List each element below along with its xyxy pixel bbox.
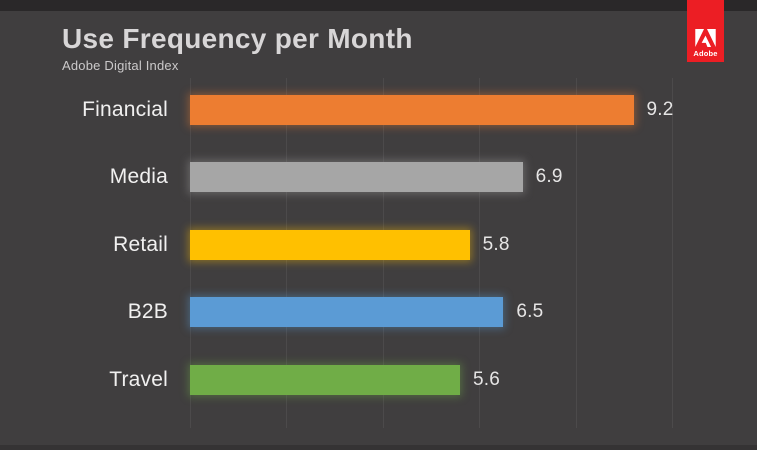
chart-row: Retail 5.8 <box>0 211 757 279</box>
bar <box>190 364 460 395</box>
value-label: 6.9 <box>535 166 563 188</box>
bar <box>190 162 523 193</box>
row-plot-area: 6.5 <box>190 297 757 328</box>
row-plot-area: 6.9 <box>190 162 757 193</box>
category-label: Travel <box>109 367 168 391</box>
row-plot-area: 5.8 <box>190 229 757 260</box>
bar-chart: Financial 9.2 Media 6.9 Retail 5.8 B2B <box>0 76 757 414</box>
bottom-band <box>0 445 757 450</box>
bar <box>190 229 470 260</box>
adobe-a-icon <box>695 28 716 47</box>
row-plot-area: 9.2 <box>190 94 757 125</box>
gridline <box>672 78 674 428</box>
row-plot-area: 5.6 <box>190 364 757 395</box>
adobe-logo-tab: Adobe <box>687 0 724 62</box>
chart-row: Media 6.9 <box>0 144 757 212</box>
adobe-logo-word: Adobe <box>693 48 718 58</box>
chart-row: Financial 9.2 <box>0 76 757 144</box>
chart-title: Use Frequency per Month <box>62 23 413 54</box>
category-label: Financial <box>82 97 168 121</box>
value-label: 9.2 <box>646 98 674 120</box>
category-label: Media <box>109 165 168 189</box>
chart-row: Travel 5.6 <box>0 346 757 414</box>
category-label: Retail <box>113 232 168 256</box>
chart-subtitle: Adobe Digital Index <box>62 57 179 73</box>
value-label: 6.5 <box>516 301 544 323</box>
bar <box>190 94 634 125</box>
gridline <box>575 78 577 428</box>
chart-header: Use Frequency per Month Adobe Digital In… <box>62 23 413 73</box>
chart-row: B2B 6.5 <box>0 279 757 347</box>
bar <box>190 297 504 328</box>
category-label: B2B <box>127 300 168 324</box>
gridline <box>479 78 481 428</box>
value-label: 5.8 <box>482 233 510 255</box>
value-label: 5.6 <box>472 368 500 390</box>
top-band <box>0 0 757 11</box>
